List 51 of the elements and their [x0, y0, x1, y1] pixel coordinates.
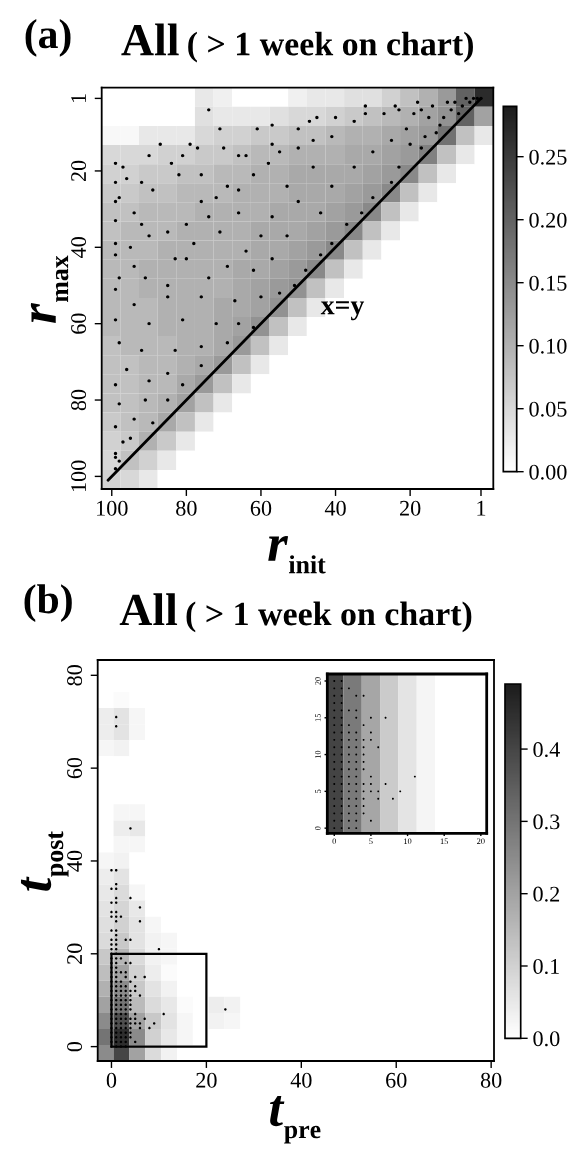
color-bar-label: 0.10 — [529, 338, 567, 354]
x-tick-label: 80 — [176, 500, 197, 516]
y-tick-label: 1 — [71, 94, 86, 102]
x-tick-label: 0 — [106, 1072, 117, 1088]
color-bar-label: 0.15 — [529, 275, 567, 291]
color-bar-label: 0.0 — [533, 1031, 560, 1047]
y-tick-label: 5 — [315, 789, 321, 793]
y-tick-label: 100 — [71, 460, 87, 492]
y-tick-label: 0 — [67, 1041, 83, 1052]
chart-subtitle: ( > 1 week on chart) — [188, 31, 473, 63]
x-tick-label: 5 — [369, 838, 373, 845]
chart-title: All — [121, 23, 179, 56]
y-tick-label: 0 — [315, 826, 321, 830]
text: (a) — [25, 19, 71, 57]
annotation: x=y — [320, 301, 365, 321]
color-bar-label: 0.00 — [529, 464, 567, 480]
y-tick-label: 80 — [71, 389, 87, 411]
x-tick-label: 10 — [404, 838, 412, 845]
color-bar-label: 0.2 — [533, 886, 560, 902]
x-tick-label: 60 — [386, 1072, 407, 1088]
x-tick-label: 20 — [196, 1072, 217, 1088]
x-axis-title: r$_{init}$ — [268, 535, 326, 574]
y-tick-label: 20 — [315, 677, 321, 685]
y-tick-label: 60 — [71, 313, 87, 334]
y-tick-label: 10 — [315, 750, 321, 758]
x-axis-title: t$_{pre}$ — [270, 1095, 321, 1144]
color-bar-label: 0.05 — [529, 401, 567, 417]
y-tick-label: 15 — [315, 713, 321, 722]
x-tick-label: 20 — [400, 500, 421, 516]
color-bar-label: 0.20 — [529, 212, 567, 228]
y-axis-title: t$_{post}$ — [20, 831, 69, 891]
x-tick-label: 15 — [440, 838, 449, 845]
text: (b) — [24, 584, 72, 622]
x-tick-label: 20 — [477, 838, 485, 845]
y-axis-title: r$_{max}$ — [30, 255, 69, 323]
color-bar-label: 0.25 — [529, 149, 567, 165]
y-tick-label: 20 — [71, 160, 87, 182]
x-tick-label: 100 — [97, 500, 128, 516]
chart-subtitle: ( > 1 week on chart) — [186, 601, 472, 633]
x-tick-label: 0 — [332, 838, 337, 845]
chart-title: All — [119, 593, 178, 626]
color-bar-label: 0.4 — [533, 742, 560, 758]
color-bar-label: 0.3 — [533, 814, 560, 830]
color-bar-label: 0.1 — [533, 958, 559, 975]
y-tick-label: 60 — [67, 757, 83, 779]
y-tick-label: 20 — [67, 943, 83, 964]
y-tick-label: 80 — [67, 665, 83, 686]
y-tick-label: 40 — [71, 237, 87, 258]
x-tick-label: 60 — [250, 500, 272, 516]
x-tick-label: 1 — [477, 500, 486, 516]
x-tick-label: 80 — [480, 1072, 502, 1088]
